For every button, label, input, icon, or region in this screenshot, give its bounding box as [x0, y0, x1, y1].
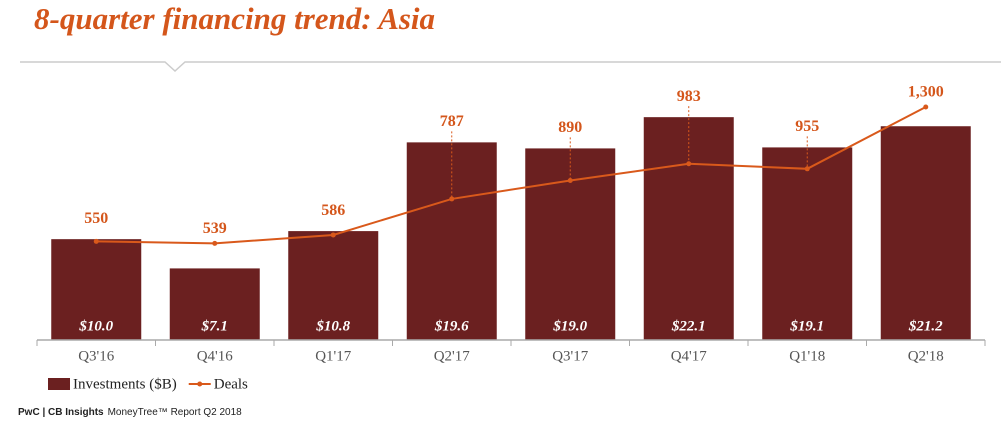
line-value-label: 586 [321, 202, 345, 219]
line-point [449, 196, 455, 202]
bar-value-label: $10.8 [315, 318, 350, 334]
line-value-label: 955 [795, 118, 819, 135]
bar-value-label: $19.1 [789, 318, 824, 334]
footer-source: PwC | CB Insights [18, 407, 104, 418]
x-tick-label: Q2'17 [434, 348, 471, 364]
x-tick-label: Q4'16 [197, 348, 234, 364]
bar [525, 148, 616, 340]
bar-value-label: $19.0 [552, 318, 587, 334]
line [96, 106, 927, 245]
chart-title: 8-quarter financing trend: Asia [34, 1, 435, 36]
bar-value-label: $7.1 [201, 318, 228, 334]
bar [762, 147, 853, 340]
bar-value-label: $19.6 [434, 318, 469, 334]
x-tick-label: Q1'18 [789, 348, 825, 364]
line-value-label: 1,300 [908, 84, 944, 101]
footer: PwC | CB Insights MoneyTree™ Report Q2 20… [18, 407, 242, 418]
x-tick-label: Q2'18 [908, 348, 944, 364]
legend-swatch [48, 378, 70, 390]
bar [51, 239, 142, 340]
line-value-label: 787 [440, 113, 464, 130]
legend-label: Investments ($B) [73, 376, 177, 392]
line-point [330, 232, 336, 238]
title-rule [20, 61, 1001, 73]
line-point [93, 238, 99, 244]
legend-label: Deals [214, 376, 248, 392]
line-value-label: 539 [203, 220, 227, 237]
x-tick-label: Q1'17 [315, 348, 352, 364]
bar [288, 231, 379, 340]
line-value-label: 890 [558, 119, 582, 136]
line-value-label: 550 [84, 210, 108, 227]
x-tick-label: Q4'17 [671, 348, 708, 364]
line-point [567, 177, 573, 183]
legend-swatch [197, 381, 203, 387]
bar-value-label: $22.1 [671, 318, 706, 334]
line-value-label: 983 [677, 88, 701, 105]
bar-value-label: $10.0 [78, 318, 113, 334]
line-point [923, 104, 929, 110]
line-point [212, 240, 218, 246]
footer-report: MoneyTree™ Report Q2 2018 [108, 407, 243, 418]
bar-value-label: $21.2 [908, 318, 943, 334]
x-tick-label: Q3'17 [552, 348, 589, 364]
bar [880, 126, 971, 340]
x-tick-label: Q3'16 [78, 348, 115, 364]
bar [406, 142, 497, 340]
bar [169, 268, 260, 340]
